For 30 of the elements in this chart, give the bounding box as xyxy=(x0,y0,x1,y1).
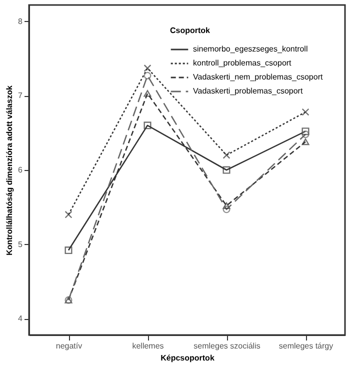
point xyxy=(64,210,72,218)
point xyxy=(302,128,310,136)
point xyxy=(64,246,72,254)
point xyxy=(302,130,310,138)
y-axis-title: Kontrollálhatóság dimenzióra adott válaszok xyxy=(5,85,14,256)
point xyxy=(222,206,230,214)
y-tick-label: 8 xyxy=(18,16,24,26)
y-tick-label: 4 xyxy=(18,314,24,324)
point xyxy=(144,122,152,130)
legend-title: Csoportok xyxy=(170,26,211,35)
y-tick-label: 5 xyxy=(18,240,24,249)
point xyxy=(222,166,230,174)
y-tick-label: 6 xyxy=(18,166,24,174)
legend-label: kontroll_problemas_csoport xyxy=(193,58,292,68)
point xyxy=(302,138,310,146)
x-tick-label: negatív xyxy=(56,342,82,350)
legend-label: Vadaskerti_nem_problemas_csoport xyxy=(193,72,324,82)
point xyxy=(302,108,310,116)
point xyxy=(222,151,230,159)
legend-label: Vadaskerti_problemas_csoport xyxy=(193,86,304,96)
x-axis-title: Képcsoportok xyxy=(160,354,215,362)
point xyxy=(144,90,152,97)
x-tick-label: kellemes xyxy=(132,342,164,350)
point xyxy=(144,72,152,80)
x-tick-label: semleges tárgy xyxy=(278,342,334,350)
legend-label: sinemorbo_egeszseges_kontroll xyxy=(193,44,308,54)
point xyxy=(222,202,230,210)
point xyxy=(144,64,152,72)
y-tick-label: 7 xyxy=(18,91,24,100)
x-tick-label: semleges szociális xyxy=(194,342,260,350)
